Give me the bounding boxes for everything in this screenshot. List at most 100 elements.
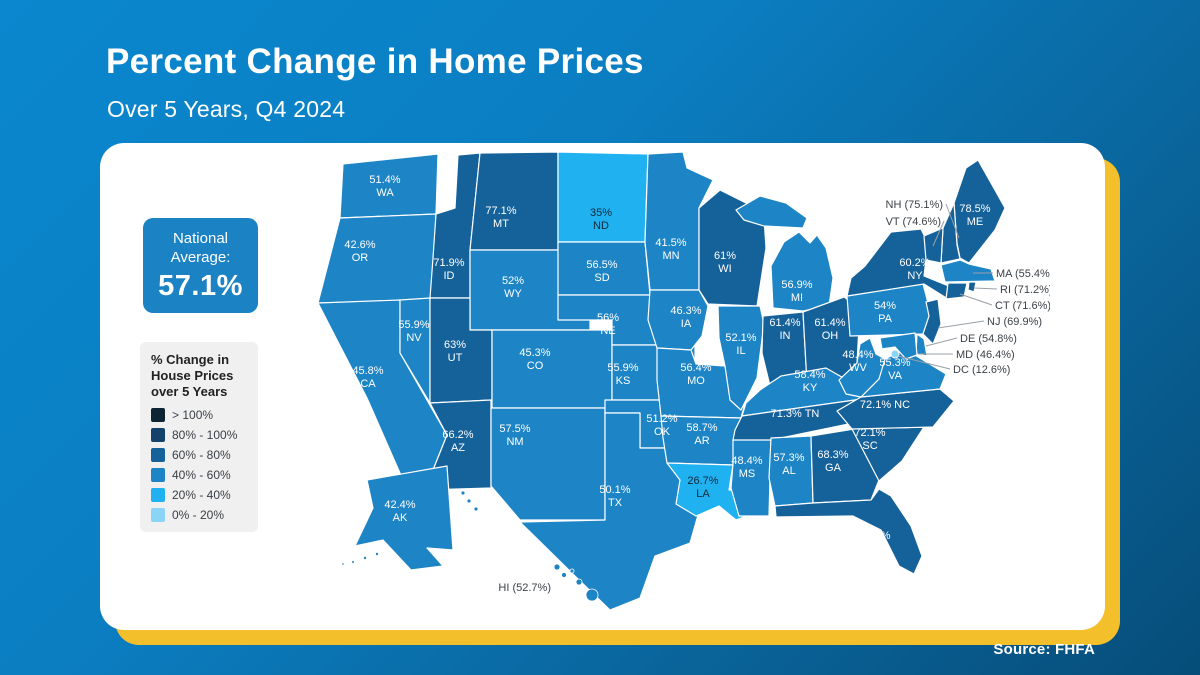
state-AK-island — [375, 551, 380, 556]
state-HI-island — [553, 563, 561, 571]
state-RI — [967, 281, 977, 293]
state-AK-island — [351, 560, 355, 564]
legend-item-label: 80% - 100% — [172, 428, 238, 442]
callout-line-DC — [897, 355, 951, 370]
state-label-TX: 50.1% TX — [599, 484, 630, 509]
legend-item-0: > 100% — [151, 408, 249, 422]
state-AK — [354, 465, 454, 571]
state-NM — [490, 407, 606, 521]
legend-item-1: 80% - 100% — [151, 428, 249, 442]
state-CO — [491, 329, 613, 409]
state-label-WI: 61% WI — [714, 250, 736, 275]
state-label-MD: MD (46.4%) — [956, 349, 1015, 361]
legend-item-5: 0% - 20% — [151, 508, 249, 522]
state-IA — [647, 289, 709, 351]
state-label-KS: 55.9% KS — [607, 362, 638, 387]
state-label-MO: 56.4% MO — [680, 362, 711, 387]
state-AK-island — [460, 490, 466, 496]
state-label-IL: 52.1% IL — [725, 332, 756, 357]
state-label-SD: 56.5% SD — [586, 259, 617, 284]
legend-item-3: 40% - 60% — [151, 468, 249, 482]
state-label-VT: VT (74.6%) — [886, 216, 941, 228]
legend-swatch-60-80 — [151, 448, 165, 462]
state-label-NV: 55.9% NV — [398, 319, 429, 344]
legend-title: % Change in House Prices over 5 Years — [151, 352, 234, 399]
state-label-AL: 57.3% AL — [773, 452, 804, 477]
state-label-DC: DC (12.6%) — [953, 364, 1010, 376]
state-label-TN: 71.3% TN — [771, 408, 820, 420]
source-attribution: Source: FHFA — [993, 641, 1095, 658]
national-average-value: 57.1% — [158, 269, 243, 302]
state-AK-island — [363, 555, 368, 560]
state-label-PA: 54% PA — [874, 300, 896, 325]
state-label-LA: 26.7% LA — [687, 475, 718, 500]
state-label-MN: 41.5% MN — [655, 237, 686, 262]
state-label-WA: 51.4% WA — [369, 174, 400, 199]
state-label-MI: 56.9% MI — [781, 279, 812, 304]
state-MI — [735, 195, 808, 229]
state-label-UT: 63% UT — [444, 339, 466, 364]
state-label-HI: HI (52.7%) — [498, 582, 551, 594]
map-card: National Average: 57.1% % Change in Hous… — [100, 143, 1105, 630]
state-label-ND: 35% ND — [590, 207, 612, 232]
state-label-ME: 78.5% ME — [959, 203, 990, 228]
state-label-GA: 68.3% GA — [817, 449, 848, 474]
state-label-IA: 46.3% IA — [670, 305, 701, 330]
state-label-AK: 42.4% AK — [384, 499, 415, 524]
legend-item-4: 20% - 40% — [151, 488, 249, 502]
state-label-DE: DE (54.8%) — [960, 333, 1017, 345]
state-label-WY: 52% WY — [502, 275, 524, 300]
state-label-IN: 61.4% IN — [769, 317, 800, 342]
state-AK-island — [466, 498, 472, 504]
national-average-box: National Average: 57.1% — [143, 218, 258, 313]
state-WV — [838, 337, 886, 398]
state-ME — [953, 159, 1006, 264]
state-TX — [519, 412, 711, 611]
state-label-WV: 48.4% WV — [842, 349, 873, 374]
state-HI-island — [575, 578, 583, 586]
state-HI-island — [569, 568, 575, 574]
state-label-OR: 42.6% OR — [344, 239, 375, 264]
page-subtitle: Over 5 Years, Q4 2024 — [107, 96, 346, 122]
callout-line-VT — [932, 220, 945, 247]
state-label-NE: 56% NE — [597, 312, 619, 337]
state-label-SC: 72.1% SC — [854, 427, 885, 452]
state-label-MS: 48.4% MS — [731, 455, 762, 480]
map-legend: % Change in House Prices over 5 Years > … — [140, 342, 258, 532]
state-label-OK: 51.2% OK — [646, 413, 677, 438]
legend-swatch-80-100 — [151, 428, 165, 442]
state-label-AR: 58.7% AR — [686, 422, 717, 447]
state-DC-marker — [890, 349, 900, 359]
state-label-NY: 60.2% NY — [899, 257, 930, 282]
state-FL — [774, 488, 923, 575]
us-choropleth-map: 51.4% WA 42.6% OR 45.8% CA 55.9% NV 71.9% ID 77.1%… — [317, 151, 1050, 611]
state-label-FL: 74.8% FL — [859, 530, 890, 555]
state-AK-island — [473, 506, 479, 512]
state-label-OH: 61.4% OH — [814, 317, 845, 342]
state-MA — [940, 259, 996, 283]
callout-line-NJ — [937, 320, 985, 329]
state-WA — [339, 153, 439, 219]
callout-line-DE — [925, 337, 958, 347]
national-average-label: National Average: — [170, 229, 231, 266]
legend-rows: > 100% 80% - 100% 60% - 80% 40% - 60% 20% - … — [151, 408, 249, 522]
state-label-MA: MA (55.4%) — [996, 268, 1050, 280]
state-label-CO: 45.3% CO — [519, 347, 550, 372]
state-CT — [945, 282, 968, 300]
state-label-CA: 45.8% CA — [352, 365, 383, 390]
state-HI-island — [585, 588, 599, 602]
legend-item-label: 40% - 60% — [172, 468, 231, 482]
legend-swatch-0-20 — [151, 508, 165, 522]
state-label-RI: RI (71.2%) — [1000, 284, 1050, 296]
state-OR — [317, 213, 437, 304]
state-AK-island — [341, 562, 345, 566]
legend-item-label: 20% - 40% — [172, 488, 231, 502]
state-label-NM: 57.5% NM — [499, 423, 530, 448]
legend-item-label: 0% - 20% — [172, 508, 225, 522]
state-label-ID: 71.9% ID — [433, 257, 464, 282]
legend-item-2: 60% - 80% — [151, 448, 249, 462]
state-label-AZ: 66.2% AZ — [442, 429, 473, 454]
legend-item-label: 60% - 80% — [172, 448, 231, 462]
state-DE — [915, 333, 928, 357]
